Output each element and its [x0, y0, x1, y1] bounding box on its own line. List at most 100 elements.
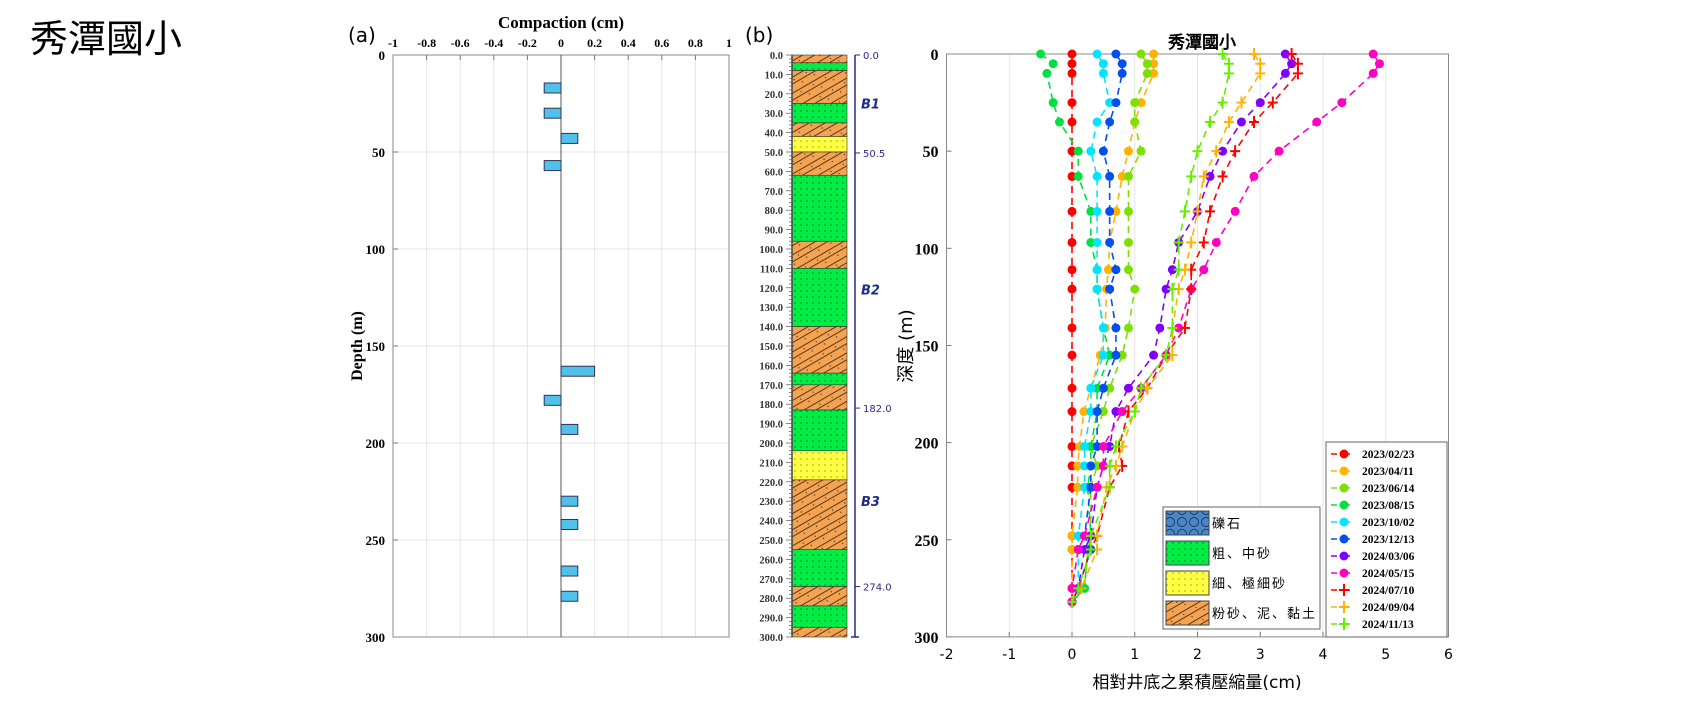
data-point: [1255, 67, 1266, 80]
data-point: [1149, 49, 1159, 59]
data-point: [1111, 49, 1121, 59]
data-point: [1155, 323, 1165, 333]
data-point: [1236, 117, 1246, 127]
x-tick-label: 4: [1319, 647, 1328, 663]
series-legend: 2023/02/23 2023/04/11 2023/06/14 2023/08/15…: [1325, 441, 1448, 638]
data-point: [1073, 171, 1083, 181]
data-point: [1086, 407, 1096, 417]
depth-tick-label: 250.0: [759, 536, 783, 547]
lithology-layer-sand: [791, 549, 848, 587]
legend-marker: [1339, 551, 1349, 561]
data-point: [1123, 171, 1133, 181]
lithology-layer-silt: [791, 70, 848, 104]
lithology-layer-sand: [791, 409, 848, 452]
lithology-layer-silt: [791, 586, 848, 607]
legend-label: 細、極細砂: [1212, 576, 1287, 592]
data-point: [1105, 98, 1115, 108]
depth-tick-label: 210.0: [759, 458, 783, 469]
series-line: [1071, 53, 1123, 603]
compaction-bar: [560, 365, 596, 377]
data-point: [1173, 236, 1184, 249]
data-point: [1149, 350, 1159, 360]
data-point: [1092, 407, 1102, 417]
data-point: [1042, 68, 1052, 78]
data-point: [1186, 236, 1197, 249]
lithology-layer-silt: [791, 240, 848, 269]
legend-marker: [1339, 534, 1349, 544]
data-point: [1248, 116, 1259, 129]
depth-tick-label: 40.0: [765, 129, 783, 140]
legend-marker: [1339, 517, 1349, 527]
series-line: [1071, 53, 1262, 603]
data-point: [1217, 170, 1228, 183]
legend-label: 粉砂、泥、黏土: [1212, 606, 1317, 622]
x-tick-label: -0.4: [484, 36, 503, 50]
data-point: [1092, 265, 1102, 275]
data-point: [1079, 407, 1089, 417]
series-line: [1071, 53, 1381, 602]
panel-c-xlabel: 相對井底之累積壓縮量(cm): [1092, 673, 1301, 693]
data-point: [1280, 68, 1290, 78]
y-tick-label: 100: [366, 242, 386, 257]
data-point: [1098, 59, 1108, 69]
x-tick-label: -1: [388, 36, 398, 50]
data-point: [1136, 146, 1146, 156]
data-point: [1217, 48, 1228, 60]
data-point: [1086, 461, 1096, 471]
data-point: [1368, 49, 1378, 59]
data-point: [1117, 407, 1127, 417]
panel-c-title: 秀潭國小: [1167, 33, 1236, 53]
data-point: [1117, 350, 1127, 360]
data-point: [1192, 145, 1203, 158]
compaction-bar: [560, 565, 579, 577]
data-point: [1136, 98, 1146, 108]
depth-tick-label: 120.0: [759, 284, 783, 295]
depth-tick-label: 110.0: [760, 264, 783, 275]
data-point: [1073, 461, 1083, 471]
lithology-layer-silt: [791, 626, 848, 638]
depth-tick-label: 300.0: [759, 633, 783, 644]
data-point: [1186, 170, 1197, 183]
data-point: [1067, 284, 1077, 294]
data-point: [1136, 382, 1147, 395]
data-point: [1286, 48, 1297, 60]
data-point: [1092, 117, 1102, 127]
lithology-layer-sand: [791, 605, 848, 628]
legend-marker: [1339, 601, 1349, 613]
data-point: [1123, 383, 1133, 393]
data-point: [1098, 350, 1108, 360]
panel-a-label: (a): [348, 23, 376, 47]
series-line: [1040, 53, 1111, 603]
compaction-bar: [543, 107, 562, 119]
data-point: [1092, 383, 1102, 393]
data-point: [1105, 383, 1115, 393]
x-tick-label: 0.8: [688, 36, 703, 50]
depth-tick-label: 60.0: [765, 167, 783, 178]
boundary-label: 0.0: [863, 51, 879, 62]
data-point: [1123, 146, 1133, 156]
y-tick-label: 0: [379, 48, 386, 63]
data-point: [1067, 59, 1077, 69]
data-point: [1098, 68, 1108, 78]
series-2023-12-13: [1067, 49, 1127, 607]
data-point: [1098, 323, 1108, 333]
data-point: [1054, 117, 1064, 127]
data-point: [1167, 283, 1178, 296]
compaction-bar: [543, 160, 562, 172]
data-point: [1092, 237, 1102, 247]
depth-tick-label: 150.0: [759, 342, 783, 353]
data-point: [1374, 59, 1384, 69]
data-point: [1230, 206, 1240, 216]
legend-label: 2023/10/02: [1362, 517, 1415, 529]
legend-marker: [1339, 584, 1349, 596]
data-point: [1103, 265, 1113, 275]
data-point: [1086, 206, 1096, 216]
y-tick-label: 150: [366, 339, 386, 354]
data-point: [1211, 145, 1222, 158]
data-point: [1086, 441, 1096, 451]
x-tick-label: 6: [1444, 647, 1453, 663]
compaction-bar: [543, 82, 562, 94]
legend-marker: [1339, 618, 1349, 630]
data-point: [1186, 283, 1197, 296]
panel-b-label: (b): [745, 23, 773, 47]
